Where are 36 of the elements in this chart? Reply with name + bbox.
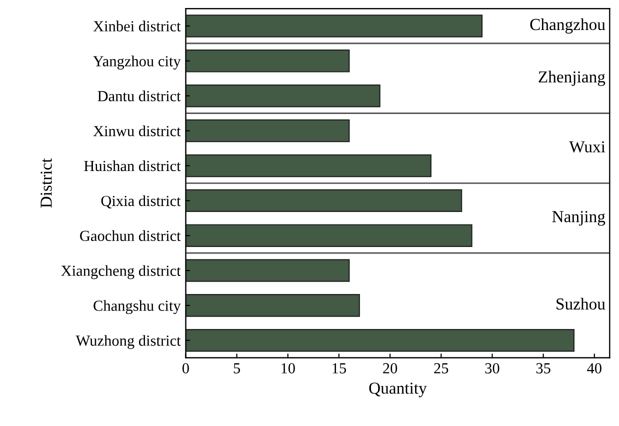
bar (186, 224, 472, 247)
y-tick-label: Huishan district (84, 160, 181, 172)
x-tick-label: 20 (383, 363, 398, 374)
band-label: Changzhou (530, 18, 606, 34)
x-tick-label: 15 (332, 363, 346, 374)
y-tick-label: Gaochun district (80, 230, 181, 242)
band-label: Wuxi (569, 141, 606, 153)
bar (186, 84, 380, 108)
y-tick-label: Xiangcheng district (61, 265, 181, 280)
x-tick-label: 0 (182, 363, 189, 374)
bar (186, 119, 350, 142)
x-tick-label: 5 (234, 363, 240, 374)
x-tick-label: 25 (434, 363, 448, 374)
y-axis-title: District (40, 158, 52, 208)
x-tick-label: 40 (587, 363, 602, 374)
bar (186, 14, 483, 38)
band-label: Zhenjiang (538, 70, 606, 86)
bar (186, 50, 350, 72)
bar (186, 294, 360, 317)
y-tick-label: Xinwu district (93, 125, 181, 136)
x-tick-label: 35 (536, 363, 550, 374)
band-label: Suzhou (556, 298, 606, 310)
y-tick-label: Yangzhou city (93, 56, 181, 70)
x-tick-label: 10 (282, 363, 295, 374)
y-tick-label: Xinbei district (93, 20, 181, 32)
bar (186, 189, 462, 212)
band-label: Nanjing (552, 211, 606, 226)
y-tick-label: Wuzhong district (76, 335, 181, 349)
y-tick-label: Qixia district (101, 195, 181, 208)
bar (186, 154, 432, 178)
bar (186, 259, 350, 282)
x-tick-label: 30 (485, 363, 500, 374)
y-tick-label: Changshu city (94, 300, 181, 314)
y-tick-label: Dantu district (98, 90, 181, 102)
x-axis-title: Quantity (369, 382, 427, 398)
bar (186, 328, 575, 352)
